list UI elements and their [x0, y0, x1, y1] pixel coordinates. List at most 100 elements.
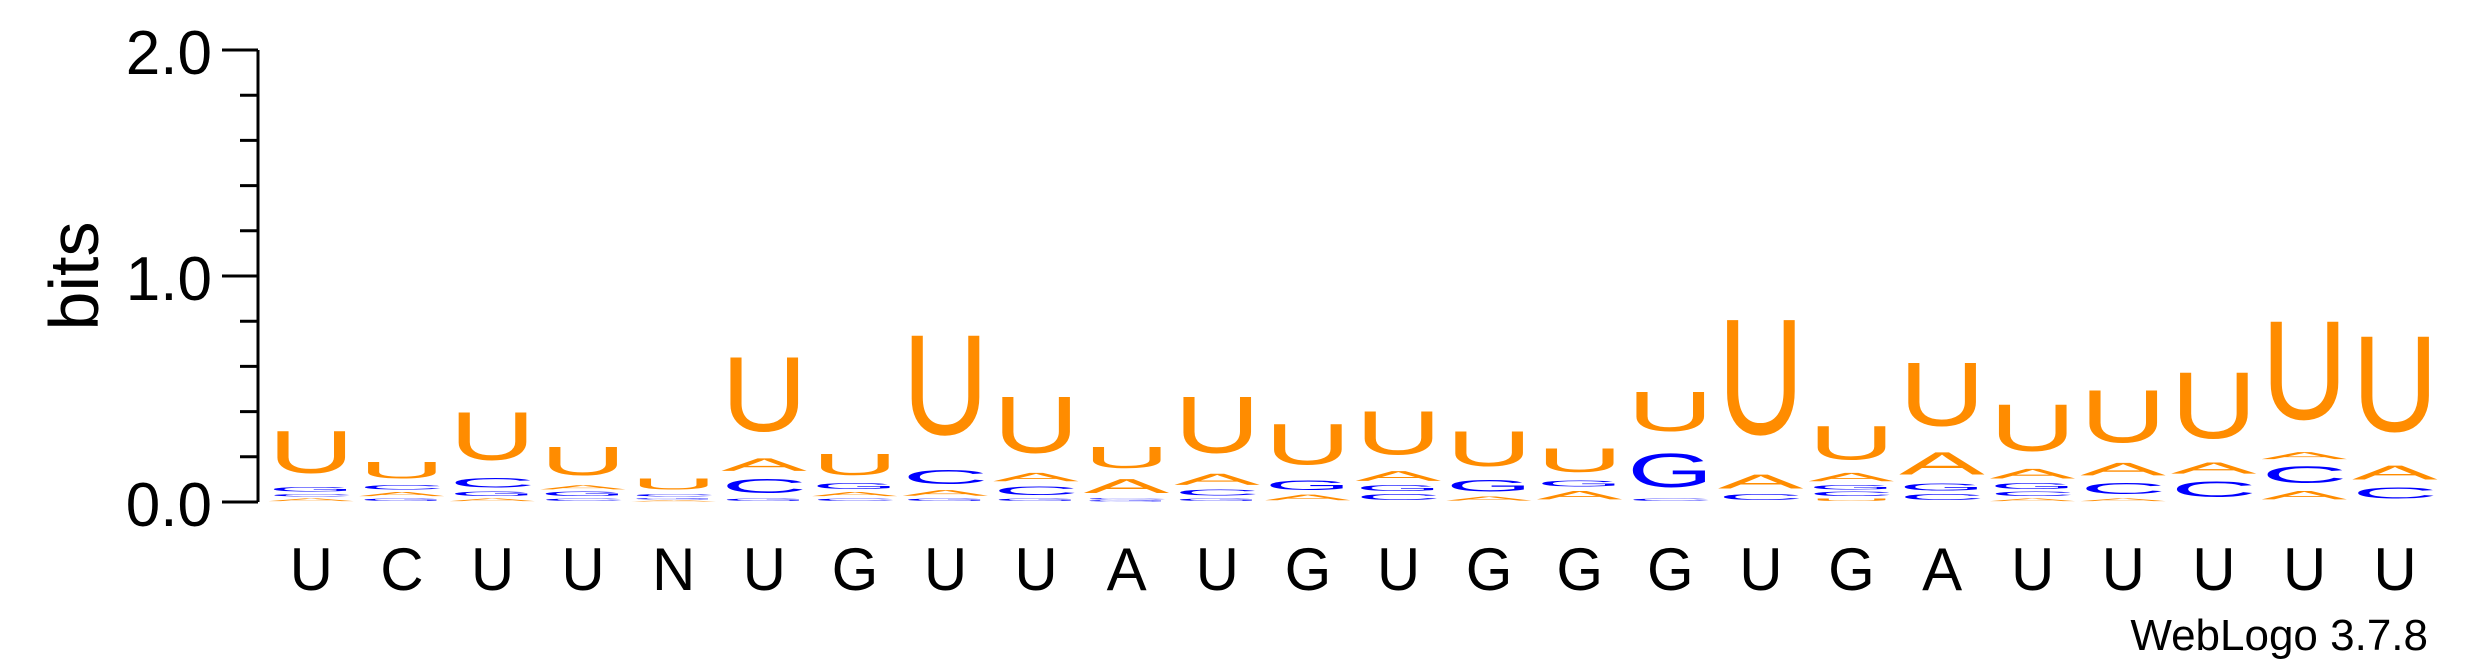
logo-letter-u: U	[450, 398, 536, 475]
logo-letter-u: U	[721, 335, 807, 454]
logo-letter-g: G	[1265, 477, 1351, 493]
logo-letter-a: A	[993, 470, 1079, 484]
logo-column: CAU	[2171, 353, 2257, 502]
x-tick-label: U	[471, 536, 514, 603]
logo-letter-g: G	[903, 497, 989, 502]
logo-letter-a: A	[1265, 493, 1351, 502]
logo-letter-a: A	[1899, 445, 1985, 481]
logo-letter-a: A	[2080, 498, 2166, 502]
logo-letter-a: A	[1356, 468, 1442, 484]
x-tick-label: G	[1556, 536, 1603, 603]
x-tick-label: A	[1922, 536, 1962, 603]
logo-letter-a: A	[2262, 450, 2348, 461]
logo-letter-g: G	[721, 497, 807, 502]
logo-letter-u: U	[1809, 497, 1895, 502]
logo-letter-u: U	[540, 439, 626, 484]
logo-letter-u: U	[631, 475, 717, 493]
logo-letter-c: C	[721, 475, 807, 497]
x-tick-label: C	[380, 536, 423, 603]
x-tick-label: U	[2102, 536, 2145, 603]
logo-letter-u: U	[2171, 353, 2257, 459]
logo-letter-a: A	[903, 489, 989, 498]
x-tick-label: U	[2192, 536, 2235, 603]
x-tick-label: G	[1647, 536, 1694, 603]
logo-letter-g: G	[1899, 482, 1985, 493]
logo-letter-a: A	[2352, 461, 2439, 483]
logo-letter-g: G	[1627, 444, 1713, 498]
logo-letter-c: C	[1084, 497, 1170, 499]
logo-letter-g: G	[631, 497, 717, 499]
logo-column: AGU	[1446, 421, 1532, 502]
logo-letter-c: C	[540, 497, 626, 502]
x-tick-label: G	[832, 536, 879, 603]
x-tick-label: U	[1196, 536, 1239, 603]
logo-stacks: ACGUGACUAGCUCGAUAGCUGCAUCAGUGACUGCAUGCAU…	[268, 285, 2438, 502]
logo-letter-u: U	[1899, 344, 1985, 445]
x-tick-label: G	[1285, 536, 1332, 603]
x-tick-label: U	[1739, 536, 1782, 603]
logo-letter-u: U	[268, 418, 354, 486]
y-minor-ticks	[240, 48, 258, 459]
logo-letter-u: U	[1809, 417, 1895, 471]
logo-letter-a: A	[1174, 470, 1260, 488]
logo-letter-c: C	[2262, 461, 2348, 488]
logo-letter-g: G	[1174, 497, 1260, 502]
logo-letter-g: G	[1537, 479, 1623, 488]
logo-letter-g: G	[359, 497, 445, 502]
logo-letter-g: G	[540, 491, 626, 498]
logo-letter-c: C	[2080, 479, 2166, 497]
logo-letter-u: U	[1446, 421, 1532, 477]
logo-letter-u: U	[2262, 291, 2348, 449]
y-tick-label-2: 2.0	[126, 19, 212, 88]
logo-letter-a: A	[1446, 495, 1532, 502]
x-tick-label: G	[1828, 536, 1875, 603]
logo-letter-u: U	[1627, 380, 1713, 443]
logo-letter-c: C	[1990, 491, 2076, 498]
logo-letter-g: G	[1084, 500, 1170, 502]
x-tick-label: U	[1377, 536, 1420, 603]
logo-letter-u: U	[2080, 376, 2166, 459]
logo-letter-u: U	[1084, 441, 1170, 475]
logo-letter-u: U	[1990, 392, 2076, 466]
logo-column: CAU	[1718, 285, 1805, 502]
y-tick-label-0: 0.0	[126, 471, 212, 540]
logo-letter-c: C	[903, 466, 989, 488]
logo-letter-a: A	[1990, 498, 2076, 502]
logo-letter-a: A	[1809, 470, 1895, 484]
logo-letter-c: C	[1356, 493, 1442, 502]
x-tick-label: U	[1014, 536, 1057, 603]
logo-column: CAU	[2352, 308, 2439, 502]
logo-letter-u: U	[1174, 380, 1260, 470]
x-tick-label: U	[743, 536, 786, 603]
logo-letter-c: C	[631, 493, 717, 498]
logo-column: AGU	[1265, 411, 1351, 502]
logo-letter-u: U	[1265, 411, 1351, 476]
logo-letter-c: C	[1174, 488, 1260, 497]
logo-column: AGU	[1537, 441, 1623, 502]
logo-letter-u: U	[1356, 398, 1442, 468]
logo-letter-g: G	[1356, 484, 1442, 493]
y-tick-label-1: 1.0	[126, 245, 212, 314]
logo-letter-c: C	[812, 497, 898, 502]
x-tick-label: N	[652, 536, 695, 603]
logo-letter-g: G	[268, 486, 354, 493]
axes: 2.0 1.0 0.0 bits	[35, 19, 260, 540]
logo-letter-a: A	[2080, 459, 2166, 479]
x-tick-label: U	[2373, 536, 2416, 603]
logo-letter-c: C	[1627, 497, 1713, 502]
logo-letter-u: U	[359, 457, 445, 484]
logo-letter-g: G	[993, 497, 1079, 502]
